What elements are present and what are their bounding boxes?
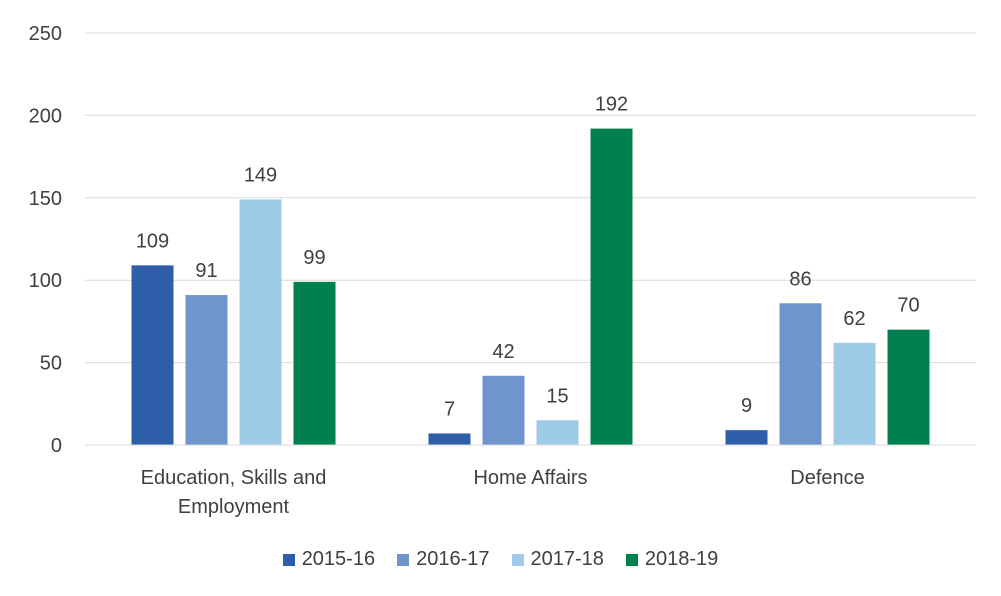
bar [887,329,930,445]
bar [536,420,579,445]
legend-label: 2018-19 [644,548,719,570]
data-label: 99 [303,247,325,269]
legend: 2015-16 2016-17 2017-18 2018-19 [0,548,1001,571]
y-tick-label: 200 [29,105,62,127]
legend-label: 2016-17 [416,548,490,570]
legend-swatch [625,553,638,566]
data-label: 149 [244,164,277,186]
legend-label: 2017-18 [530,548,604,570]
legend-item: 2016-17 [397,548,490,571]
bar-chart: 0 50 100 150 200 250 109 91 149 99 Education, Skil… [29,23,976,518]
data-label: 42 [492,341,514,363]
legend-item: 2015-16 [282,548,376,571]
legend-swatch [397,553,410,566]
y-tick-label: 250 [29,23,62,45]
data-label: 91 [195,260,217,282]
bar [779,303,822,445]
bar [293,281,336,445]
data-label: 62 [843,308,865,330]
bar [590,128,633,446]
data-label: 15 [546,385,568,407]
data-label: 7 [444,398,455,420]
bar [833,342,876,445]
bar [185,295,228,445]
legend-swatch [282,553,295,566]
legend-item: 2018-19 [625,548,719,571]
x-tick-label: Defence [790,467,865,489]
legend-label: 2015-16 [301,548,376,570]
y-tick-label: 0 [51,435,62,457]
data-label: 192 [595,94,628,116]
x-tick-label: Education, Skills and [141,467,327,489]
legend-item: 2017-18 [511,548,604,571]
data-label: 9 [741,395,752,417]
x-tick-label: Home Affairs [473,467,587,489]
legend-swatch [511,553,524,566]
y-tick-label: 150 [29,188,62,210]
y-tick-label: 50 [40,353,62,375]
data-label: 86 [789,268,811,290]
bar [239,199,282,445]
bar [482,375,525,445]
data-label: 109 [136,230,169,252]
bar [131,265,174,445]
bar [725,430,768,445]
y-tick-label: 100 [29,270,62,292]
data-label: 70 [897,295,919,317]
x-tick-label: Employment [178,496,290,518]
bar [428,433,471,445]
